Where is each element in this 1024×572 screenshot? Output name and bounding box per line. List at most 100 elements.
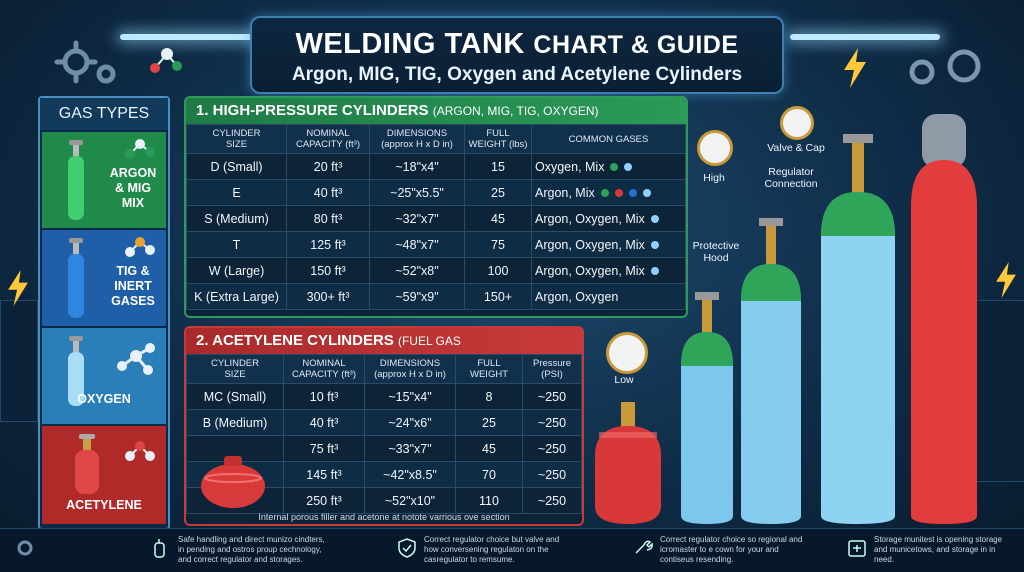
gas-type-oxygen: OXYGEN [42, 328, 166, 424]
table-cell: W (Large) [186, 257, 287, 284]
column-header: NOMINAL CAPACITY (ft³) [286, 124, 370, 154]
lightning-icon [844, 48, 866, 88]
cell-text: ~48"x7" [395, 237, 439, 252]
column-header: FULL WEIGHT [455, 354, 523, 384]
cell-text: 25 [491, 185, 505, 200]
table-row: W (Large) 150 ft³ ~52"x8" 100 Argon, Oxygen,… [186, 257, 686, 284]
blue-cylinder-icon [68, 238, 84, 318]
gas-color-dot [624, 163, 633, 172]
cell-text: ~250 [537, 441, 567, 456]
gear-icon [17, 540, 33, 556]
table-cell: ~52"x8" [369, 257, 465, 284]
storage-icon [848, 540, 866, 557]
cell-text: 25 [482, 415, 496, 430]
low-pressure-callout: Low [614, 374, 634, 386]
column-header: FULL WEIGHT (lbs) [464, 124, 532, 154]
gas-color-dot [600, 189, 609, 198]
cell-text: 20 ft³ [313, 159, 343, 174]
cell-text: 100 [487, 263, 509, 278]
table-cell: ~52"x10" [364, 487, 456, 514]
ceiling-light-left [120, 34, 260, 40]
molecule-icon [125, 237, 155, 257]
cell-text: 300+ ft³ [306, 289, 350, 304]
table-cell: 150+ [464, 283, 532, 310]
molecule-icon [117, 343, 155, 375]
cell-text: ~24"x6" [388, 415, 432, 430]
cell-text: 150 ft³ [310, 263, 346, 278]
gas-color-dot [614, 189, 623, 198]
bottom-tip: Correct regulator choice but valve and h… [424, 535, 560, 564]
cell-text: Argon, Oxygen, Mix [535, 211, 645, 226]
table-cell: 70 [455, 461, 523, 488]
lightning-icon-left [8, 270, 28, 306]
table-row: MC (Small) 10 ft³ ~15"x4" 8 ~250 [186, 383, 582, 410]
protective-hood-callout: Protective Hood [692, 240, 740, 264]
cell-text: 75 ft³ [309, 441, 339, 456]
cell-text: Argon, Oxygen, Mix [535, 237, 645, 252]
ceiling-light-right [790, 34, 940, 40]
cell-text: ~59"x9" [395, 289, 439, 304]
cell-text: ~250 [537, 467, 567, 482]
table-cell: 15 [464, 153, 532, 180]
gas-type-tig-inert: TIG & INERT GASES [42, 230, 166, 326]
table-row: K (Extra Large) 300+ ft³ ~59"x9" 150+ Argon,… [186, 283, 686, 310]
cell-text: 45 [482, 441, 496, 456]
table-cell: Argon, Oxygen, Mix [531, 257, 686, 284]
cell-text: ~250 [537, 415, 567, 430]
column-header: Pressure (PSI) [522, 354, 582, 384]
acetylene-tank-illustration [201, 456, 265, 508]
high-pressure-panel: 1. HIGH-PRESSURE CYLINDERS (ARGON, MIG, … [184, 96, 688, 318]
cell-text: ~25"x5.5" [390, 185, 444, 200]
title-main-part2: CHART & GUIDE [533, 31, 739, 59]
title-banner: WELDING TANK CHART & GUIDE Argon, MIG, T… [250, 16, 784, 94]
shield-check-icon [398, 538, 416, 558]
cell-text: 40 ft³ [309, 415, 339, 430]
cell-text: 250 ft³ [306, 493, 342, 508]
cell-text: Argon, Oxygen, Mix [535, 263, 645, 278]
gas-color-dot [650, 241, 659, 250]
column-header: DIMENSIONS (approx H x D in) [369, 124, 465, 154]
green-cylinder-icon [68, 140, 84, 220]
gear-icon [54, 40, 116, 84]
red-cylinder-icon [75, 434, 99, 494]
cell-text: 8 [485, 389, 493, 404]
table-cell: ~33"x7" [364, 435, 456, 462]
table-cell: 100 [464, 257, 532, 284]
table-cell: K (Extra Large) [186, 283, 287, 310]
table-cell: 25 [464, 179, 532, 206]
acetylene-title: 2. ACETYLENE CYLINDERS (FUEL GAS [186, 328, 582, 354]
table-cell: ~25"x5.5" [369, 179, 465, 206]
table-row: T 125 ft³ ~48"x7" 75 Argon, Oxygen, Mix [186, 231, 686, 258]
gas-types-heading: GAS TYPES [40, 98, 168, 130]
regulator-gauge [780, 106, 814, 140]
cell-text: T [232, 237, 241, 252]
table-cell: 75 ft³ [283, 435, 365, 462]
cell-text: 110 [479, 493, 499, 508]
bottom-tips-bar: Safe handling and direct munizo cindters… [0, 528, 1024, 572]
table-cell: 8 [455, 383, 523, 410]
gear-icon-right [909, 49, 981, 85]
page-subtitle: Argon, MIG, TIG, Oxygen and Acetylene Cy… [291, 64, 743, 85]
table-cell: ~15"x4" [364, 383, 456, 410]
table-header-row: CYLINDER SIZE NOMINAL CAPACITY (ft³) DIM… [186, 354, 582, 384]
cell-text: 75 [491, 237, 505, 252]
high-pressure-title-text: 1. HIGH-PRESSURE CYLINDERS [196, 102, 429, 119]
table-cell: ~250 [522, 487, 582, 514]
regulator-callout: Regulator Connection [764, 166, 818, 190]
table-cell: D (Small) [186, 153, 287, 180]
high-pressure-table: CYLINDER SIZE NOMINAL CAPACITY (ft³) DIM… [186, 124, 686, 310]
cell-text: 70 [482, 467, 496, 482]
lightning-icon-right [996, 262, 1016, 298]
acetylene-panel: 2. ACETYLENE CYLINDERS (FUEL GAS CYLINDE… [184, 326, 584, 526]
cell-text: D (Small) [210, 159, 263, 174]
acetylene-title-paren: (FUEL GAS [397, 334, 461, 348]
table-cell: 45 [455, 435, 523, 462]
cell-text: ~250 [537, 493, 567, 508]
high-pressure-title: 1. HIGH-PRESSURE CYLINDERS (ARGON, MIG, … [186, 98, 686, 124]
cell-text: 150+ [483, 289, 513, 304]
cell-text: ~250 [537, 389, 567, 404]
molecule-icon [125, 139, 155, 159]
cell-text: 40 ft³ [313, 185, 343, 200]
table-cell: ~250 [522, 461, 582, 488]
cell-text: ~52"x10" [384, 493, 436, 508]
